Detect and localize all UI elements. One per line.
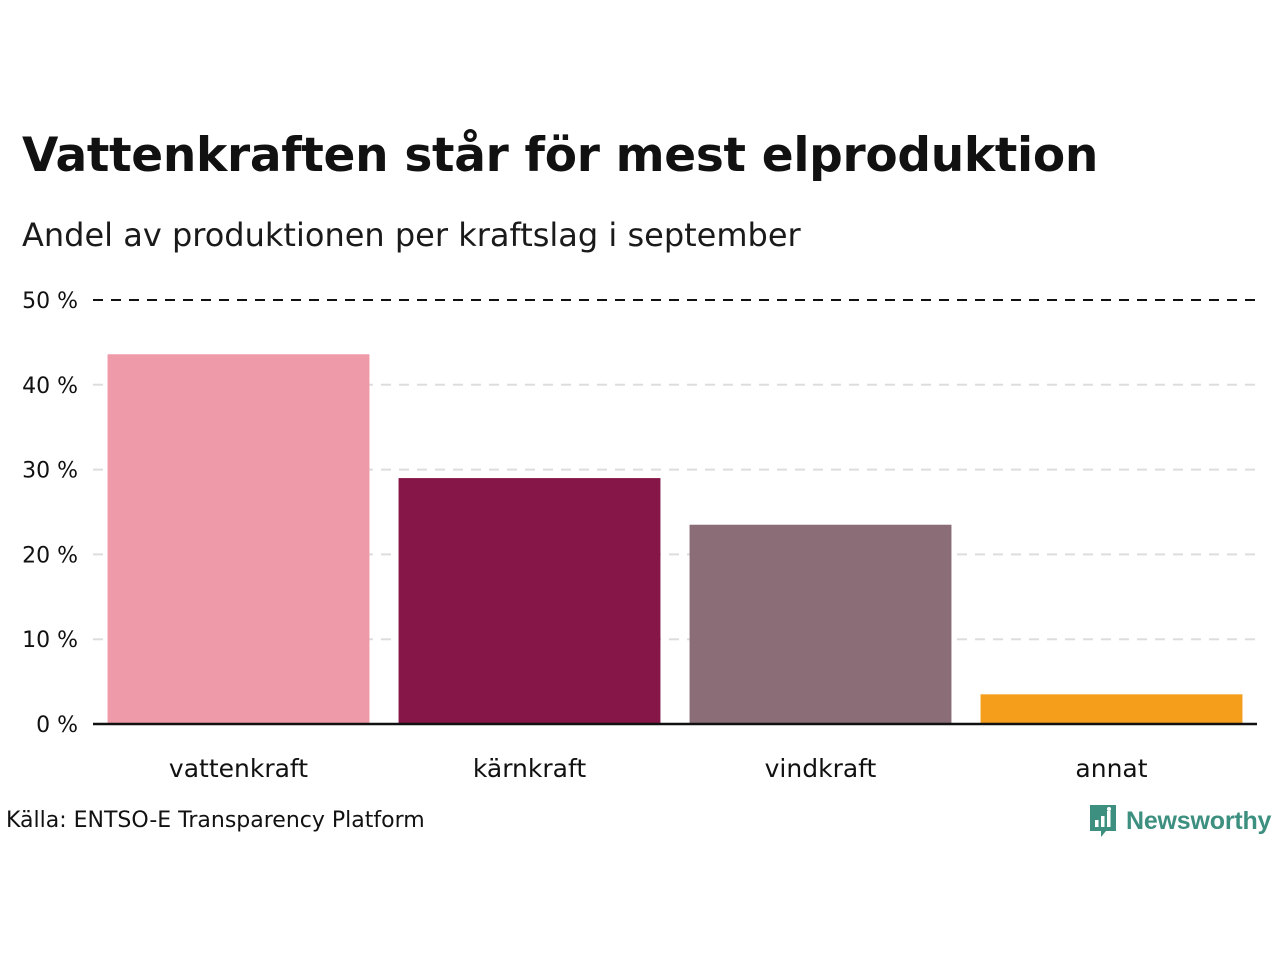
y-tick-label: 40 %	[22, 374, 78, 399]
y-tick-label: 0 %	[36, 713, 78, 738]
bar-vattenkraft	[107, 354, 370, 724]
x-tick-label: kärnkraft	[473, 754, 586, 783]
y-tick-label: 20 %	[22, 543, 78, 568]
bar-annat	[980, 694, 1243, 724]
x-tick-label: vindkraft	[765, 754, 877, 783]
x-tick-label: annat	[1075, 754, 1147, 783]
y-tick-label: 30 %	[22, 459, 78, 484]
bar-vindkraft	[689, 524, 952, 724]
bar-kärnkraft	[398, 478, 661, 724]
bar-chart: 0 % 10 % 20 % 30 % 40 % 50 % vattenkraft kärnkr…	[22, 289, 1257, 783]
brand-logo: Newsworthy	[1088, 803, 1271, 839]
newsworthy-logo-icon	[1090, 805, 1116, 837]
source-note: Källa: ENTSO-E Transparency Platform	[6, 808, 425, 833]
y-tick-label: 10 %	[22, 628, 78, 653]
chart-subtitle: Andel av produktionen per kraftslag i se…	[22, 216, 801, 254]
chart-title: Vattenkraften står för mest elproduktion	[22, 128, 1098, 183]
brand-name: Newsworthy	[1126, 806, 1272, 835]
y-tick-label: 50 %	[22, 289, 78, 314]
x-tick-label: vattenkraft	[169, 754, 308, 783]
